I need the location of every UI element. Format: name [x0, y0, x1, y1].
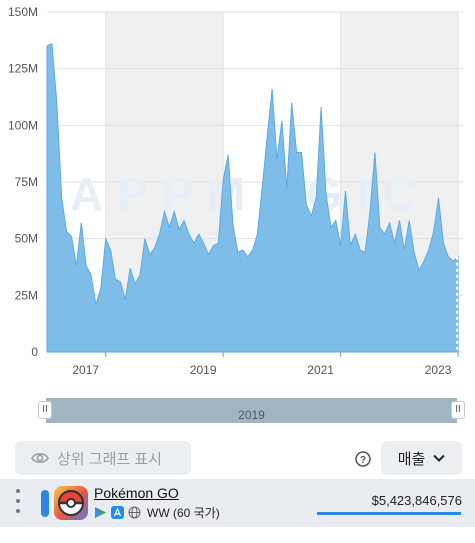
store-icons: WW (60 국가): [94, 504, 220, 521]
watermark: APPMAGIC: [70, 168, 430, 220]
time-range-scroller[interactable]: 2019 II II: [38, 398, 465, 423]
y-tick-label: 125M: [8, 62, 38, 76]
y-tick-label: 75M: [15, 175, 38, 189]
metric-dropdown[interactable]: 매출: [381, 441, 462, 475]
eye-icon: [31, 453, 49, 463]
revenue-total: $5,423,846,576: [371, 493, 462, 508]
globe-icon: [128, 506, 141, 519]
y-tick-label: 100M: [8, 118, 38, 132]
y-tick-label: 50M: [15, 232, 38, 246]
svg-text:?: ?: [360, 455, 366, 466]
google-play-icon: [95, 507, 106, 518]
y-tick-label: 0: [31, 345, 38, 359]
range-left-handle[interactable]: II: [38, 401, 52, 419]
region-label: WW (60 국가): [147, 506, 220, 520]
metric-dropdown-value: 매출: [397, 450, 426, 468]
revenue-chart: APPMAGIC 150M 125M 100M 75M 50M 25M 0 2017 2019…: [8, 5, 463, 377]
x-tick-label: 2021: [307, 363, 334, 377]
x-tick-label: 2019: [190, 363, 217, 377]
revenue-share-bar: [317, 512, 461, 515]
range-year-label: 2019: [238, 408, 265, 422]
show-top-graph-label: 상위 그래프 표시: [57, 450, 162, 468]
chevron-down-icon: [433, 454, 446, 462]
series-color-indicator: [41, 490, 49, 517]
show-top-graph-button[interactable]: 상위 그래프 표시: [15, 441, 191, 475]
help-icon[interactable]: ?: [355, 451, 371, 467]
revenue-share-fill: [317, 512, 461, 515]
x-tick-label: 2017: [72, 363, 99, 377]
range-track[interactable]: [46, 398, 457, 423]
pokeball-app-icon[interactable]: [54, 486, 88, 520]
app-list-row[interactable]: Pokémon GO WW (60 국가) $5,423,846,576: [0, 479, 475, 527]
drag-handle-icon[interactable]: [15, 489, 21, 517]
revenue-area-series: [46, 42, 459, 353]
range-right-handle[interactable]: II: [451, 401, 465, 419]
x-tick-label: 2023: [425, 363, 452, 377]
y-tick-label: 25M: [15, 288, 38, 302]
app-name-link[interactable]: Pokémon GO: [94, 485, 179, 501]
y-tick-label: 150M: [8, 5, 38, 19]
app-store-icon: [111, 506, 124, 519]
